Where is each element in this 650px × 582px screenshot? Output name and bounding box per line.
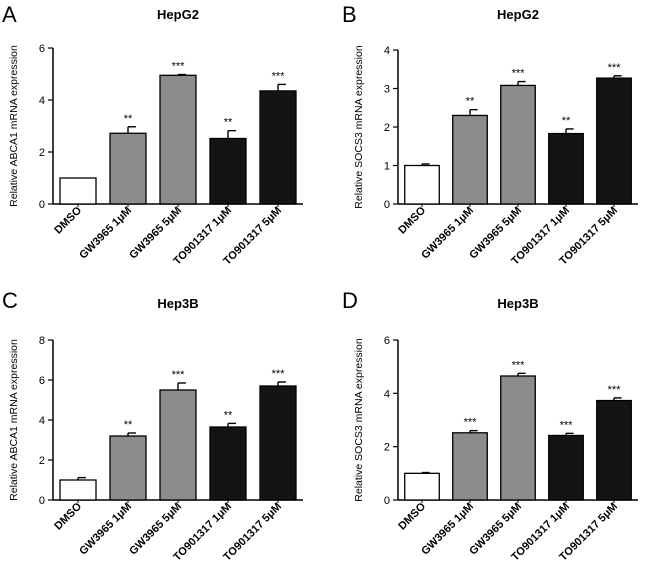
significance-label: *** [464,417,478,429]
category-label: DMSO [396,204,428,236]
bar-dmso [404,472,440,501]
significance-label: *** [272,70,286,82]
panel-letter: D [342,288,358,313]
panel-letter: A [2,2,17,27]
y-tick-label: 8 [39,335,45,347]
y-tick-label: 0 [384,199,390,211]
chart-title: HepG2 [497,7,539,22]
y-tick-label: 1 [384,161,390,173]
y-axis-label: Relative SOCS3 mRNA expression [353,338,365,502]
significance-label: *** [608,62,622,74]
chart-title: HepG2 [157,7,199,22]
bar-gw3965-5um [500,84,536,205]
y-tick-label: 4 [384,388,390,400]
category-label: GW3965 1μM [77,205,134,262]
panel-b: B HepG2 Relative SOCS3 mRNA expression 0 1 2 3… [342,2,638,267]
significance-label: *** [512,68,526,80]
panel-d: D Hep3B Relative SOCS3 mRNA expression 0 2 4 6… [342,288,638,563]
y-tick-label: 6 [39,375,45,387]
bar-gw3965-5um [500,375,536,501]
significance-label: ** [466,96,475,108]
significance-label: ** [224,409,233,421]
significance-label: *** [608,384,622,396]
y-tick-label: 0 [39,495,45,507]
significance-label: ** [224,117,233,129]
category-label: DMSO [52,204,84,236]
y-tick-label: 2 [384,442,390,454]
bar-gw3965-1um [109,435,147,501]
y-tick-label: 4 [39,415,45,427]
bar-to901317-5um [259,90,297,205]
bar-to901317-1um [209,426,247,501]
significance-label: *** [172,369,186,381]
y-axis-label: Relative ABCA1 mRNA expression [8,339,20,501]
significance-label: ** [562,115,571,127]
bar-gw3965-5um [159,389,197,501]
significance-label: ** [124,419,133,431]
bar-to901317-1um [548,434,584,501]
y-tick-label: 4 [384,45,390,57]
panel-letter: C [2,288,18,313]
category-label: DMSO [396,500,428,532]
bar-to901317-5um [596,77,632,205]
category-label: GW3965 1μM [77,501,134,558]
significance-label: *** [172,61,186,73]
y-tick-label: 2 [39,147,45,159]
bar-to901317-1um [548,132,584,205]
significance-label: *** [560,419,574,431]
bar-dmso [404,164,440,205]
category-label: GW3965 5μM [127,205,184,262]
bar-dmso [59,177,97,205]
y-tick-label: 4 [39,95,45,107]
category-label: DMSO [52,500,84,532]
chart-title: Hep3B [157,296,198,311]
panel-a: A HepG2 Relative ABCA1 mRNA expression 0 2 4 6… [2,2,303,267]
y-tick-label: 6 [39,43,45,55]
bar-to901317-1um [209,137,247,205]
bar-dmso [59,479,97,501]
y-tick-label: 6 [384,335,390,347]
y-axis-label: Relative ABCA1 mRNA expression [8,45,20,207]
significance-label: ** [124,113,133,125]
bar-gw3965-5um [159,74,197,205]
y-tick-label: 0 [39,199,45,211]
panel-c: C Hep3B Relative ABCA1 mRNA expression 0 2 4 6… [2,288,303,563]
bar-gw3965-1um [452,432,488,501]
bar-to901317-5um [596,399,632,501]
bar-gw3965-1um [109,132,147,205]
bar-gw3965-1um [452,114,488,205]
panel-letter: B [342,2,357,27]
significance-label: *** [272,368,286,380]
significance-label: *** [512,359,526,371]
y-tick-label: 2 [384,122,390,134]
chart-title: Hep3B [497,296,538,311]
y-tick-label: 3 [384,84,390,96]
bar-to901317-5um [259,385,297,501]
y-axis-label: Relative SOCS3 mRNA expression [353,45,365,209]
y-tick-label: 2 [39,455,45,467]
category-label: GW3965 5μM [127,501,184,558]
y-tick-label: 0 [384,495,390,507]
